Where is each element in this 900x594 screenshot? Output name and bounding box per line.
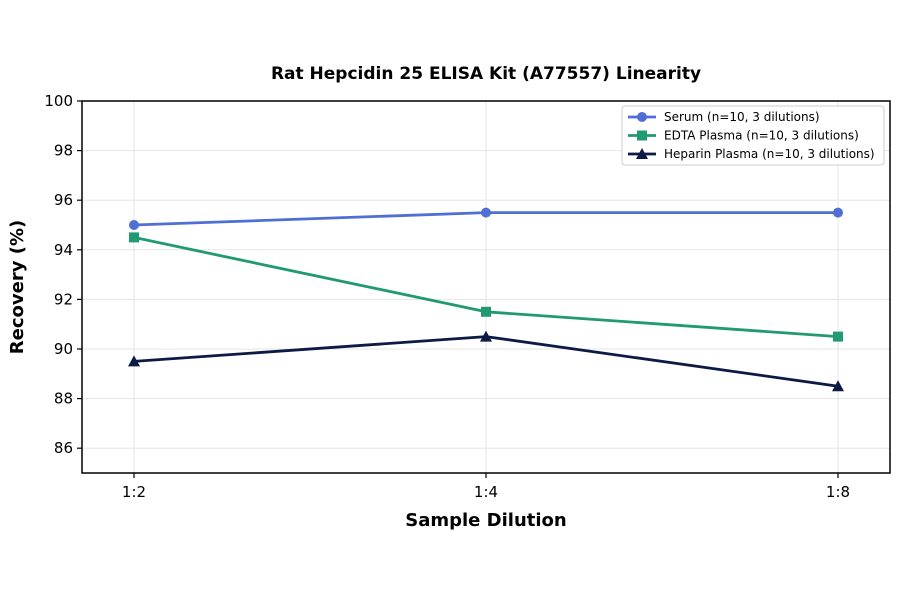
legend: Serum (n=10, 3 dilutions) EDTA Plasma (n=… [621,105,885,166]
y-tick-label: 98 [54,142,73,160]
legend-item: EDTA Plasma (n=10, 3 dilutions) [628,129,859,143]
legend-label: Serum (n=10, 3 dilutions) [664,110,820,124]
y-tick-label: 88 [54,390,73,408]
legend-box [621,105,885,166]
x-tick-label: 1:4 [474,483,498,501]
data-point [481,207,491,218]
legend-marker [636,148,648,159]
data-point [129,220,139,230]
legend-marker [637,112,647,122]
data-point [833,207,843,218]
x-tick-label: 1:8 [826,483,850,501]
data-point [480,330,492,342]
x-axis-label: Sample Dilution [405,510,566,531]
y-tick-label: 100 [44,92,73,110]
y-tick-label: 96 [54,191,73,209]
legend-label: Heparin Plasma (n=10, 3 dilutions) [664,147,875,161]
y-tick-label: 92 [54,290,73,308]
legend-item: Serum (n=10, 3 dilutions) [628,110,820,124]
y-axis-ticks: 86 88 90 92 94 96 98 100 [44,92,82,457]
data-point [128,355,140,367]
legend-marker [637,130,647,141]
y-tick-label: 90 [54,340,73,358]
legend-label: EDTA Plasma (n=10, 3 dilutions) [664,129,859,143]
series-2 [129,232,843,342]
data-point [833,331,843,342]
y-tick-label: 94 [54,241,73,259]
legend-item: Heparin Plasma (n=10, 3 dilutions) [628,147,875,161]
data-point [129,232,139,243]
series-3 [128,330,844,392]
y-axis-label: Recovery (%) [7,220,28,354]
series-1 [129,207,843,230]
x-tick-label: 1:2 [122,483,146,501]
chart-title: Rat Hepcidin 25 ELISA Kit (A77557) Linea… [271,64,701,84]
y-tick-label: 86 [54,439,73,457]
data-point [832,380,844,392]
data-point [481,306,491,317]
series-lines [128,207,844,392]
x-axis-ticks: 1:2 1:4 1:8 [122,473,850,501]
